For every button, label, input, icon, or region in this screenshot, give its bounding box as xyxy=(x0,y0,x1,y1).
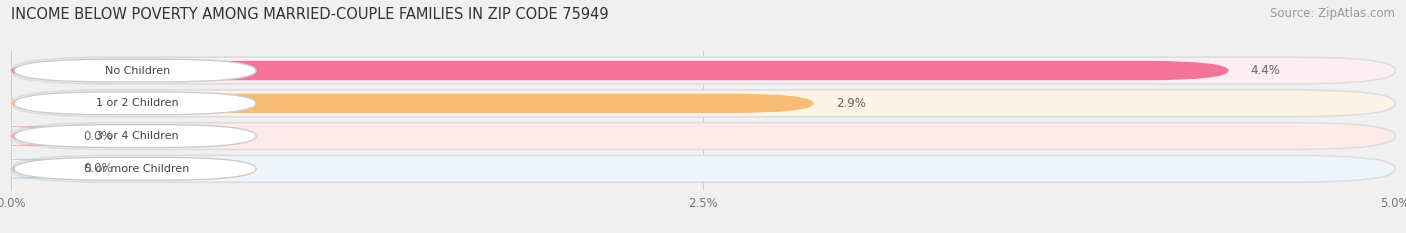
Text: 1 or 2 Children: 1 or 2 Children xyxy=(96,98,179,108)
FancyBboxPatch shape xyxy=(14,157,256,180)
FancyBboxPatch shape xyxy=(11,123,1395,150)
FancyBboxPatch shape xyxy=(11,90,1395,117)
FancyBboxPatch shape xyxy=(11,61,1229,80)
Text: 3 or 4 Children: 3 or 4 Children xyxy=(96,131,179,141)
Text: 5 or more Children: 5 or more Children xyxy=(84,164,190,174)
Text: 0.0%: 0.0% xyxy=(83,162,112,175)
FancyBboxPatch shape xyxy=(11,155,1395,182)
Text: Source: ZipAtlas.com: Source: ZipAtlas.com xyxy=(1270,7,1395,20)
FancyBboxPatch shape xyxy=(11,94,814,113)
FancyBboxPatch shape xyxy=(0,126,94,146)
FancyBboxPatch shape xyxy=(14,92,256,115)
Text: INCOME BELOW POVERTY AMONG MARRIED-COUPLE FAMILIES IN ZIP CODE 75949: INCOME BELOW POVERTY AMONG MARRIED-COUPL… xyxy=(11,7,609,22)
Text: 2.9%: 2.9% xyxy=(835,97,866,110)
Text: 4.4%: 4.4% xyxy=(1251,64,1281,77)
FancyBboxPatch shape xyxy=(11,57,1395,84)
FancyBboxPatch shape xyxy=(14,125,256,147)
FancyBboxPatch shape xyxy=(14,59,256,82)
Text: 0.0%: 0.0% xyxy=(83,130,112,143)
Text: No Children: No Children xyxy=(104,65,170,75)
FancyBboxPatch shape xyxy=(0,159,94,178)
